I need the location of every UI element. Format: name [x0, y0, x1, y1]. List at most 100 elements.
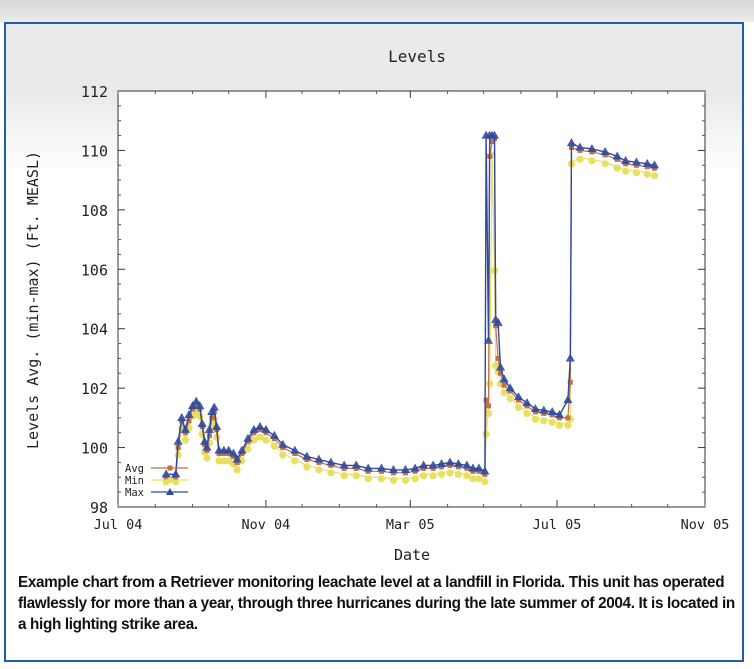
point-avg [498, 370, 504, 376]
x-axis-label: Date [394, 546, 430, 564]
point-min [196, 412, 204, 420]
point-min [303, 463, 311, 471]
point-max [587, 144, 597, 153]
point-max [191, 396, 201, 405]
y-tick-label: 98 [90, 499, 108, 517]
y-tick-label: 108 [81, 202, 108, 220]
y-tick-label: 110 [81, 142, 108, 160]
point-min [256, 433, 264, 441]
point-max [184, 410, 194, 418]
series-max [161, 130, 659, 478]
point-max [410, 463, 420, 472]
point-min [352, 472, 360, 480]
point-min [389, 476, 398, 484]
point-max [180, 424, 190, 433]
point-min [463, 472, 471, 480]
point-min [492, 362, 500, 370]
point-max [505, 383, 515, 392]
y-tick-label: 102 [81, 380, 108, 398]
point-max [200, 436, 210, 445]
chart-title: Levels [388, 47, 446, 66]
point-min [576, 155, 584, 163]
point-max [388, 465, 398, 473]
point-max [177, 413, 187, 421]
series-layer [161, 130, 659, 486]
point-min [181, 436, 189, 444]
point-max [314, 454, 324, 463]
point-max [339, 460, 349, 469]
point-min [250, 436, 258, 444]
x-tick-label: Nov 05 [681, 517, 730, 533]
point-min [475, 475, 483, 483]
point-min [506, 394, 514, 403]
point-max [224, 445, 234, 454]
point-max [642, 158, 652, 167]
point-max [554, 410, 564, 418]
point-avg [567, 379, 573, 385]
x-tick-label: Jul 05 [533, 517, 582, 533]
point-max [195, 401, 205, 410]
point-avg [186, 418, 192, 424]
y-tick-label: 106 [81, 261, 108, 279]
point-max [530, 404, 540, 413]
point-min [523, 409, 531, 418]
point-max [474, 463, 484, 472]
point-min [270, 442, 278, 450]
point-min [244, 445, 252, 453]
point-min [340, 472, 348, 480]
point-min [481, 478, 489, 486]
point-max [188, 401, 198, 410]
point-avg [206, 433, 212, 439]
point-max [197, 418, 207, 427]
point-min [548, 418, 556, 426]
point-max [237, 445, 247, 454]
y-axis: 98 100 102 104 106 108 110 112 [81, 83, 705, 517]
figure-caption: Example chart from a Retriever monitorin… [18, 574, 735, 633]
point-max [428, 460, 438, 469]
point-avg [489, 139, 495, 145]
point-min [622, 167, 630, 175]
point-max [453, 459, 463, 468]
point-min [650, 172, 659, 180]
point-avg [209, 415, 215, 421]
point-min [419, 472, 428, 480]
point-max [171, 469, 181, 478]
legend-label-min: Min [125, 475, 144, 487]
legend-marker-avg [167, 465, 173, 471]
x-axis: Jul 04 Nov 04 Mar 05 Jul 05 Nov 05 [94, 91, 730, 533]
point-min [613, 164, 621, 172]
x-tick-label: Jul 04 [94, 517, 143, 533]
point-max [522, 398, 532, 407]
point-max [255, 421, 265, 430]
point-min [632, 169, 641, 177]
top-band [0, 0, 754, 22]
point-max [269, 430, 279, 439]
point-min [486, 380, 494, 388]
point-max [351, 460, 361, 469]
point-max [207, 407, 217, 416]
point-max [480, 466, 490, 475]
point-max [493, 317, 503, 326]
point-max [232, 454, 242, 463]
point-max [363, 463, 373, 472]
point-min [555, 421, 564, 429]
point-max [161, 469, 171, 478]
point-max [565, 353, 575, 362]
point-min [429, 472, 437, 480]
point-max [209, 402, 219, 411]
point-avg [483, 397, 489, 403]
point-max [376, 463, 386, 472]
point-min [484, 409, 493, 418]
point-max [445, 457, 455, 466]
point-avg [565, 415, 571, 421]
point-max [228, 448, 238, 457]
legend-label-max: Max [125, 487, 144, 499]
point-max [621, 156, 631, 164]
point-max [212, 421, 222, 430]
point-max [173, 436, 183, 445]
point-max [202, 442, 212, 451]
x-tick-label: Mar 05 [386, 517, 435, 533]
point-max [600, 147, 610, 156]
